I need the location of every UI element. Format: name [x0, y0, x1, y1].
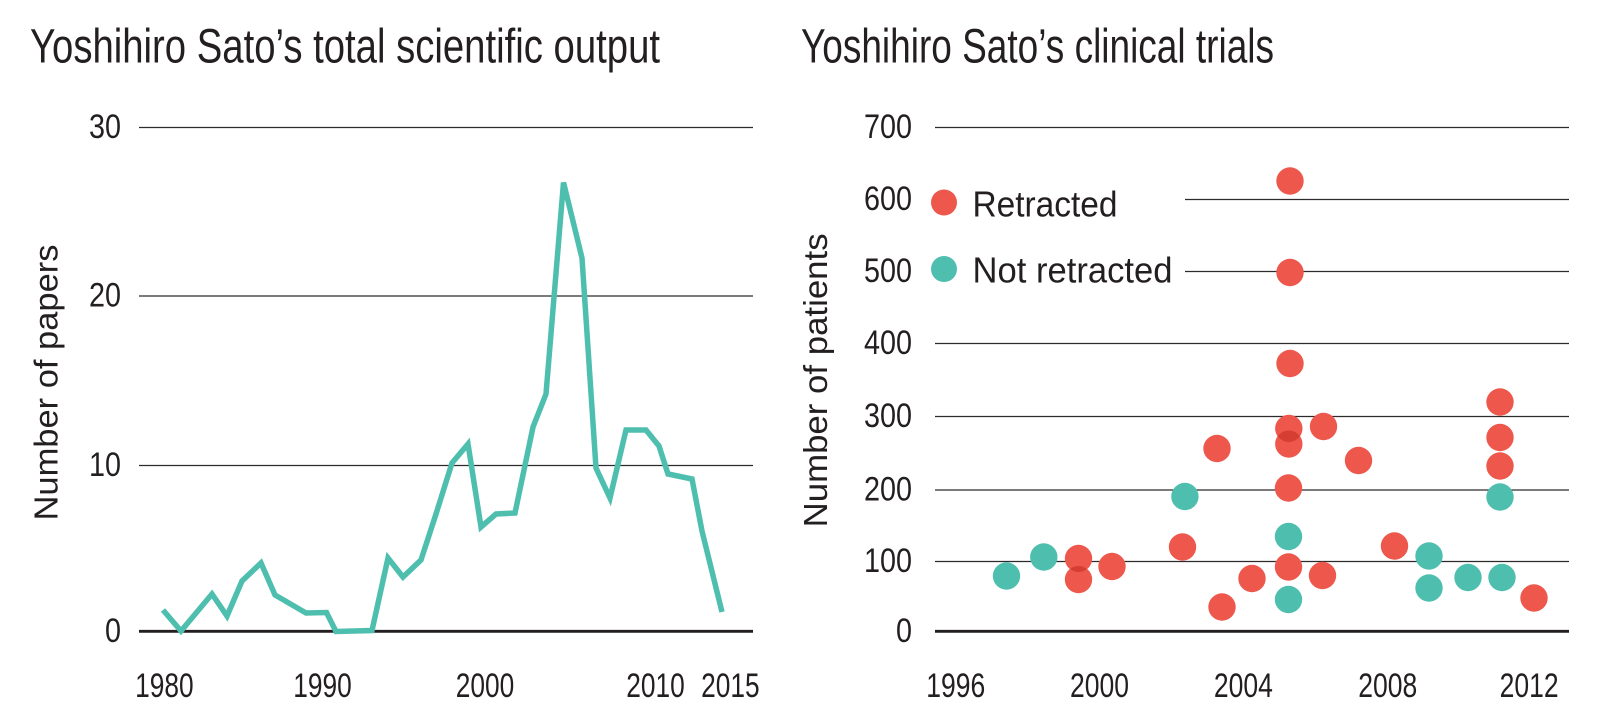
svg-text:Number of patients: Number of patients	[797, 233, 834, 527]
svg-text:Not retracted: Not retracted	[973, 250, 1173, 291]
svg-text:2012: 2012	[1500, 667, 1559, 705]
svg-text:700: 700	[864, 108, 912, 146]
svg-text:400: 400	[864, 324, 912, 362]
svg-text:Yoshihiro Sato’s total scienti: Yoshihiro Sato’s total scientific output	[30, 21, 660, 74]
svg-text:1980: 1980	[135, 667, 194, 705]
svg-text:0: 0	[105, 612, 121, 650]
svg-text:Number of papers: Number of papers	[28, 245, 65, 521]
svg-text:200: 200	[864, 471, 912, 509]
svg-text:1990: 1990	[293, 667, 352, 705]
svg-text:2015: 2015	[701, 667, 760, 705]
svg-text:20: 20	[89, 277, 121, 315]
svg-text:30: 30	[89, 108, 121, 146]
svg-text:2000: 2000	[1070, 667, 1129, 705]
svg-text:2000: 2000	[456, 667, 515, 705]
svg-text:100: 100	[864, 542, 912, 580]
svg-text:1996: 1996	[926, 667, 985, 705]
svg-text:2010: 2010	[626, 667, 685, 705]
svg-text:Yoshihiro Sato’s clinical tria: Yoshihiro Sato’s clinical trials	[801, 21, 1274, 74]
svg-text:2004: 2004	[1214, 667, 1273, 705]
svg-text:500: 500	[864, 252, 912, 290]
svg-text:2008: 2008	[1358, 667, 1417, 705]
svg-text:Retracted: Retracted	[973, 183, 1118, 224]
svg-text:600: 600	[864, 180, 912, 218]
svg-text:10: 10	[89, 446, 121, 484]
svg-text:0: 0	[896, 612, 912, 650]
svg-text:300: 300	[864, 397, 912, 435]
